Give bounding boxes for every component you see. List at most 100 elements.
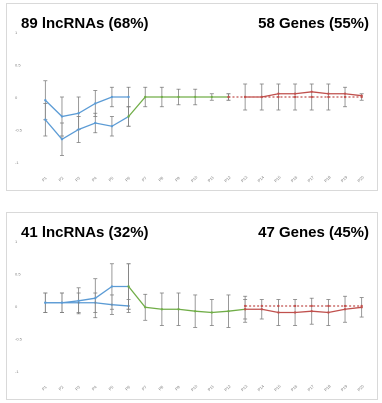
top-series-3-point	[343, 95, 347, 99]
top-series-1-line	[44, 115, 129, 141]
bottom-x-tick-label: P15	[273, 383, 282, 392]
bottom-x-tick-label: P7	[141, 384, 149, 392]
bottom-x-tick-label: P11	[207, 383, 216, 392]
top-series-3-point	[227, 95, 230, 99]
bottom-series-3-point	[293, 311, 297, 314]
bottom-title-left: 41 lncRNAs (32%)	[21, 224, 149, 241]
bottom-series-2-line	[128, 286, 246, 314]
top-series-2-point	[160, 95, 164, 99]
top-series-0-point	[110, 95, 114, 99]
bottom-x-tick-label: P16	[290, 383, 299, 392]
bottom-series-1-line	[45, 285, 129, 304]
chart-panel-top: 89 lncRNAs (68%) 58 Genes (55%) 1 0.5 0 -0.5 -…	[6, 3, 378, 191]
bottom-y-tick-label: 1	[15, 239, 18, 244]
bottom-series-1-point	[94, 297, 97, 300]
bottom-series-3-point	[260, 308, 263, 311]
bottom-x-tick-label: P18	[323, 383, 332, 392]
top-series-0-point	[127, 95, 130, 99]
top-series-3-point	[277, 95, 280, 99]
top-y-tick-label: -0.5	[15, 128, 23, 133]
top-series-3-point	[293, 95, 297, 99]
top-series-1-point	[94, 121, 97, 125]
top-series-2-point	[127, 115, 130, 118]
top-series-4-point	[343, 92, 347, 95]
top-x-tick-label: P11	[207, 174, 216, 183]
top-series-4-point	[293, 92, 297, 95]
top-x-tick-label: P19	[340, 174, 349, 183]
top-x-tick-label: P12	[223, 174, 232, 183]
bottom-series-4-point	[260, 304, 263, 308]
top-series-4-point	[310, 90, 313, 94]
bottom-series-4-point	[327, 304, 330, 308]
bottom-x-tick-label: P14	[256, 383, 265, 392]
top-series-4-line	[245, 91, 362, 98]
top-y-tick-label: -1	[15, 160, 19, 165]
bottom-x-tick-label: P9	[174, 384, 182, 392]
bottom-x-tick-label: P2	[57, 384, 65, 392]
chart-svg-top: 89 lncRNAs (68%) 58 Genes (55%) 1 0.5 0 -0.5 -…	[15, 15, 369, 183]
bottom-x-tick-label: P19	[340, 383, 349, 392]
bottom-series-4-point	[360, 304, 363, 308]
bottom-series-3-point	[277, 311, 280, 314]
bottom-series-3-point	[327, 311, 330, 314]
bottom-series-4-point	[277, 304, 280, 308]
bottom-series-2-point	[160, 308, 164, 311]
top-series-2-point	[210, 95, 214, 99]
top-series-0-point	[94, 102, 97, 105]
top-x-tick-label: P2	[57, 175, 65, 183]
top-series-1-point	[77, 128, 80, 131]
top-series-4-point	[277, 92, 280, 95]
top-series-1-point	[44, 118, 47, 121]
bottom-series-1-point	[77, 299, 80, 302]
chart-svg-bottom: 41 lncRNAs (32%) 47 Genes (45%) 1 0.5 0 -0.5 -…	[15, 224, 369, 392]
bottom-title-right: 47 Genes (45%)	[258, 224, 369, 241]
top-x-tick-label: P17	[306, 174, 315, 183]
top-y-tick-label: 1	[15, 30, 18, 35]
top-series-0-point	[44, 99, 47, 102]
bottom-series-2-point	[227, 310, 230, 313]
top-x-tick-label: P7	[141, 175, 149, 183]
top-x-tick-label: P5	[107, 175, 115, 183]
bottom-y-tick-label: -0.5	[15, 337, 23, 342]
top-x-tick-label: P15	[273, 174, 282, 183]
bottom-y-tick-label: -1	[15, 369, 19, 374]
bottom-y-tick-label: 0	[15, 304, 18, 309]
bottom-series-1-point	[60, 301, 64, 304]
bottom-series-2-point	[193, 310, 197, 313]
bottom-x-tick-label: P13	[240, 383, 249, 392]
bottom-x-tick-label: P4	[91, 384, 99, 392]
top-x-tick-label: P20	[356, 174, 365, 183]
top-y-tick-label: 0.5	[15, 63, 21, 68]
top-y-tick-label: 0	[15, 95, 18, 100]
top-title-left: 89 lncRNAs (68%)	[21, 15, 149, 32]
top-x-tick-label: P1	[41, 175, 49, 183]
bottom-series-1-point	[110, 285, 114, 288]
bottom-series-3-point	[343, 308, 347, 311]
bottom-x-tick-label: P1	[41, 384, 49, 392]
bottom-series-2-point	[177, 308, 180, 311]
top-x-tick-label: P14	[256, 174, 265, 183]
top-series-4-point	[360, 94, 363, 97]
bottom-x-tick-label: P20	[356, 383, 365, 392]
top-series-1-point	[60, 138, 64, 141]
bottom-x-tick-label: P10	[190, 383, 199, 392]
top-series-4-point	[260, 95, 263, 99]
bottom-series-3-point	[310, 310, 313, 313]
bottom-x-tick-label: P5	[107, 384, 115, 392]
bottom-series-4-point	[343, 304, 347, 308]
bottom-series-2-point	[144, 306, 147, 309]
top-series-0-point	[77, 112, 80, 115]
top-x-tick-label: P13	[240, 174, 249, 183]
top-series-3-point	[327, 95, 330, 99]
top-series-4-point	[243, 95, 247, 99]
bottom-y-tick-label: 0.5	[15, 272, 21, 277]
bottom-series-3-point	[243, 308, 247, 311]
bottom-series-1-point	[44, 301, 47, 304]
top-series-0-point	[60, 115, 64, 118]
top-series-2-point	[177, 95, 180, 99]
top-title-right: 58 Genes (55%)	[258, 15, 369, 32]
top-x-tick-label: P9	[174, 175, 182, 183]
top-x-tick-label: P16	[290, 174, 299, 183]
top-x-tick-label: P6	[124, 175, 132, 183]
bottom-x-tick-label: P17	[306, 383, 315, 392]
